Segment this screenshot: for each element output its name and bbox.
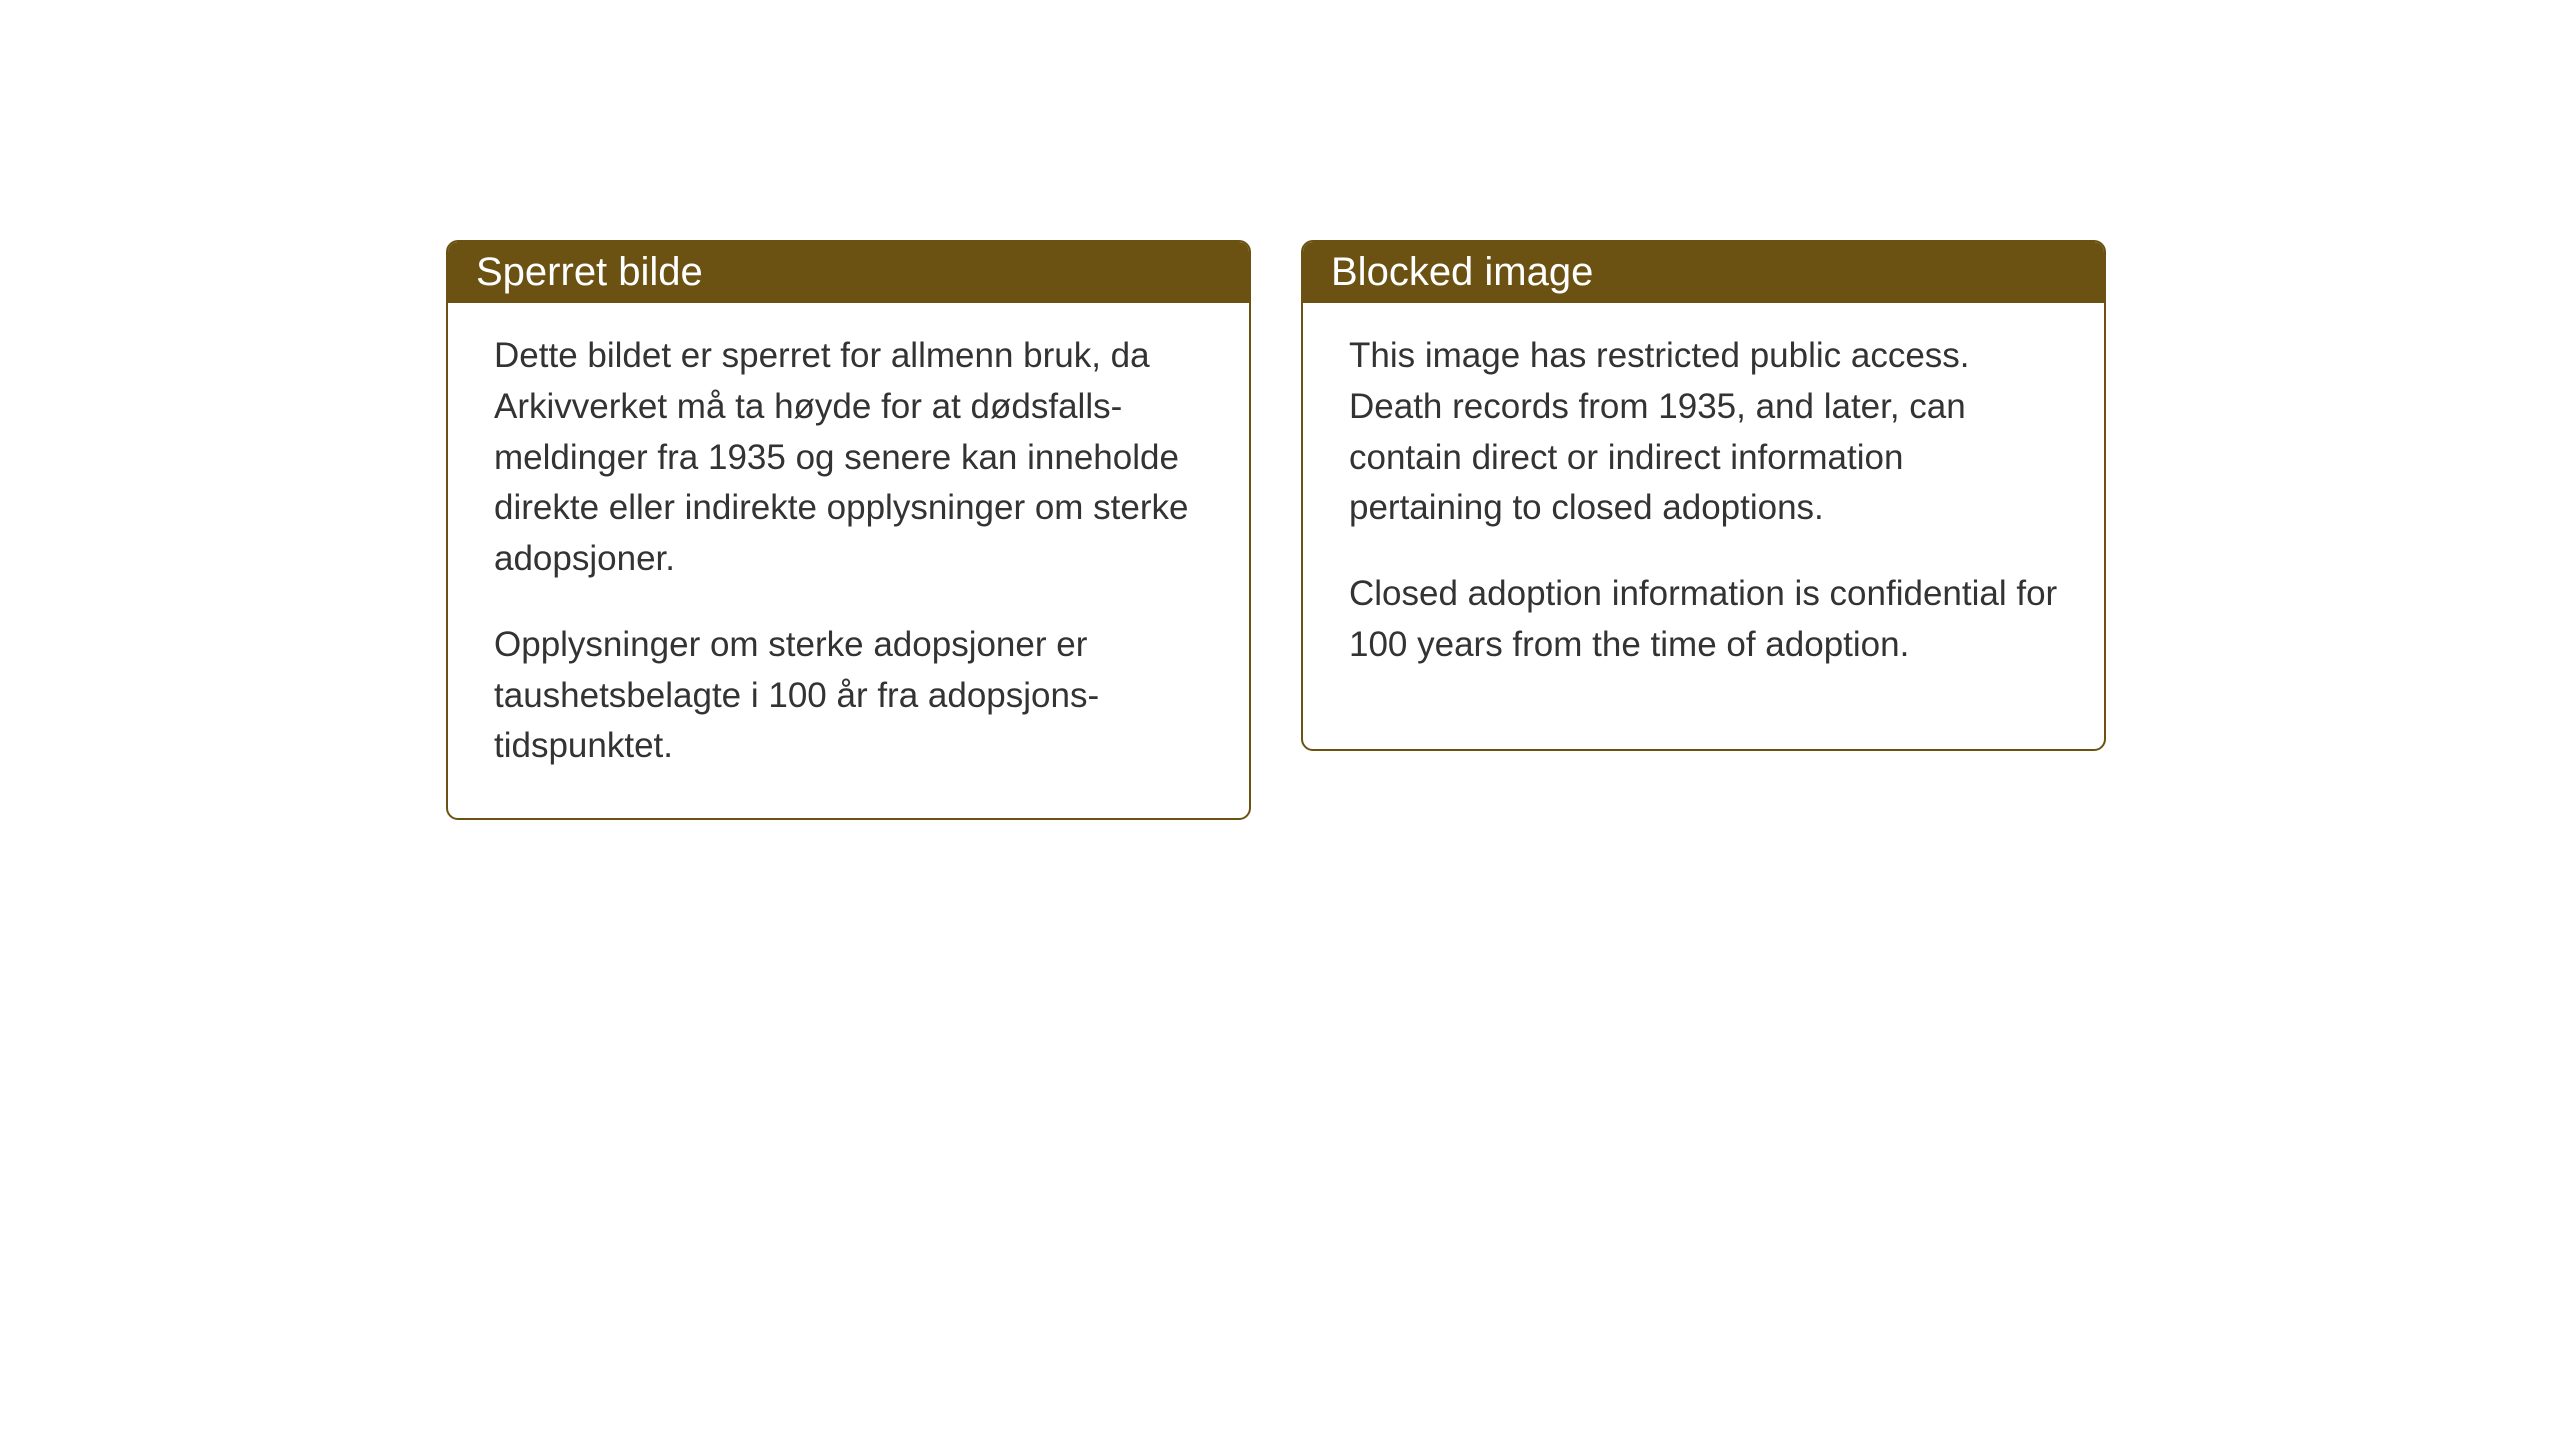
card-title-english: Blocked image — [1331, 250, 1593, 294]
card-header-norwegian: Sperret bilde — [448, 242, 1249, 303]
card-paragraph-2-english: Closed adoption information is confident… — [1349, 569, 2058, 671]
card-body-norwegian: Dette bildet er sperret for allmenn bruk… — [448, 303, 1249, 818]
card-body-english: This image has restricted public access.… — [1303, 303, 2104, 717]
card-paragraph-1-norwegian: Dette bildet er sperret for allmenn bruk… — [494, 331, 1203, 585]
card-title-norwegian: Sperret bilde — [476, 250, 703, 294]
notice-card-english: Blocked image This image has restricted … — [1301, 240, 2106, 751]
card-paragraph-1-english: This image has restricted public access.… — [1349, 331, 2058, 534]
notice-cards-container: Sperret bilde Dette bildet er sperret fo… — [446, 240, 2106, 820]
notice-card-norwegian: Sperret bilde Dette bildet er sperret fo… — [446, 240, 1251, 820]
card-paragraph-2-norwegian: Opplysninger om sterke adopsjoner er tau… — [494, 620, 1203, 772]
card-header-english: Blocked image — [1303, 242, 2104, 303]
